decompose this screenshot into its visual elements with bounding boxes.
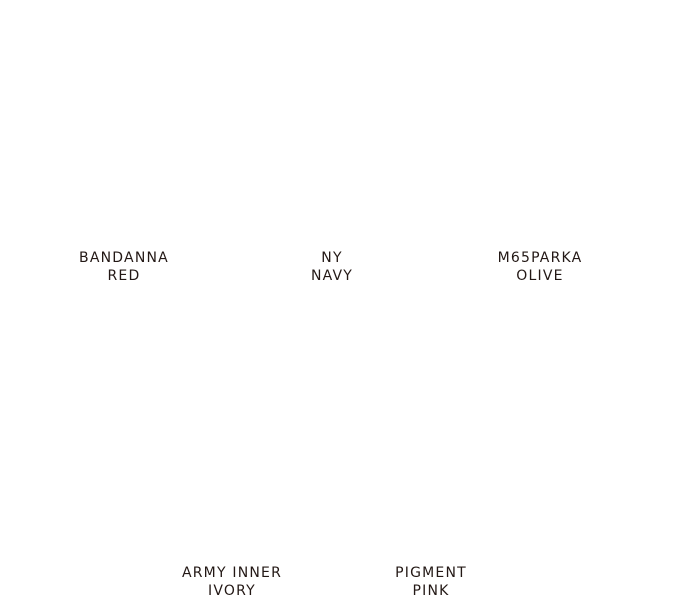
color-name-line1: ARMY INNER (181, 565, 283, 581)
color-name-line1: NY (321, 250, 343, 266)
color-name-line1: BANDANNA (79, 250, 169, 266)
color-name-line2: OLIVE (516, 268, 564, 284)
color-option-m65parka-olive[interactable]: M65PARKA OLIVE (498, 249, 583, 285)
color-option-army-inner-ivory[interactable]: ARMY INNER IVORY (182, 564, 282, 600)
color-name-line2: RED (107, 268, 141, 284)
color-name-line2: PINK (412, 583, 450, 599)
color-name-line2: NAVY (310, 268, 354, 284)
color-option-bandanna-red[interactable]: BANDANNA RED (79, 249, 169, 285)
color-name-line1: PIGMENT (395, 565, 467, 581)
color-name-line2: IVORY (208, 583, 256, 599)
color-name-line1: M65PARKA (497, 250, 583, 266)
color-option-pigment-pink[interactable]: PIGMENT PINK (395, 564, 467, 600)
color-option-ny-navy[interactable]: NY NAVY (311, 249, 353, 285)
